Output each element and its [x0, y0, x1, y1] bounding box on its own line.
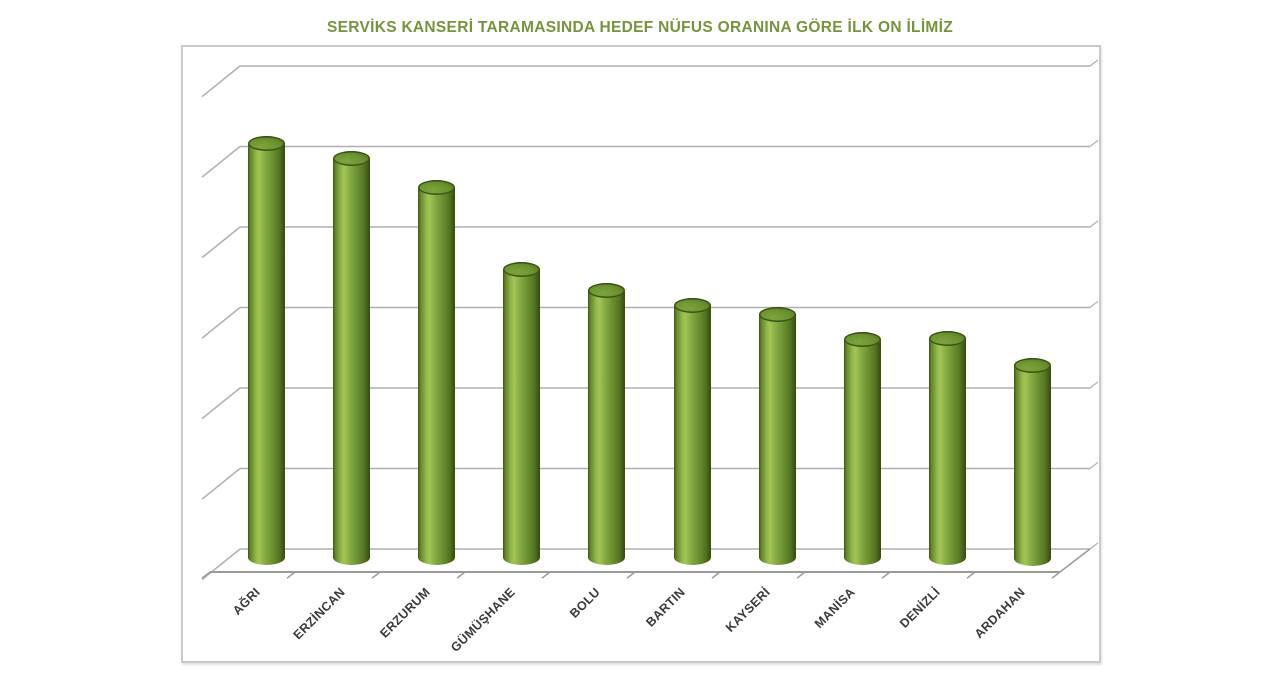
cylinder-body [332, 158, 370, 566]
chart-frame: AĞRI ERZİNCAN ERZURUM GÜMÜŞHANE BOLU BARTIN KA… [181, 45, 1101, 663]
cylinder-body [673, 305, 711, 566]
cylinder-body [417, 187, 455, 566]
cylinder-top [247, 135, 285, 151]
cylinder-top [503, 262, 541, 278]
bar-erzurum [417, 179, 455, 566]
cylinder-body [843, 339, 881, 566]
cylinder-body [503, 269, 541, 566]
bar-mani̇sa [843, 331, 881, 566]
cylinder-top [929, 330, 967, 346]
cylinder-body [1014, 365, 1052, 566]
x-axis-label-ağri: AĞRI [229, 585, 263, 618]
bar-bartin [673, 297, 711, 566]
cylinder-top [588, 283, 626, 299]
cylinder-top [758, 306, 796, 322]
bar-bolu [588, 283, 626, 566]
x-axis-label-ardahan: ARDAHAN [971, 585, 1028, 642]
bar-gümüşhane [503, 262, 541, 566]
x-axis-label-kayseri̇: KAYSERİ [722, 585, 773, 635]
cylinder-body [247, 143, 285, 566]
cylinder-body [588, 290, 626, 566]
cylinder-top [417, 179, 455, 195]
cylinder-body [929, 338, 967, 566]
cylinder-top [843, 331, 881, 347]
cylinder-top [332, 150, 370, 166]
x-axis-labels-layer: AĞRI ERZİNCAN ERZURUM GÜMÜŞHANE BOLU BARTIN KA… [183, 47, 1099, 661]
bar-deni̇zli̇ [929, 330, 967, 566]
bar-kayseri̇ [758, 306, 796, 566]
cylinder-top [1014, 357, 1052, 373]
cylinder-top [673, 297, 711, 313]
x-axis-label-bartin: BARTIN [642, 585, 688, 630]
bars-layer [183, 47, 1099, 661]
bar-erzi̇ncan [332, 150, 370, 566]
x-axis-label-mani̇sa: MANİSA [811, 585, 858, 632]
x-axis-label-erzi̇ncan: ERZİNCAN [290, 585, 348, 643]
x-axis-label-bolu: BOLU [566, 585, 603, 621]
bar-ağri [247, 135, 285, 566]
cylinder-body [758, 314, 796, 566]
x-axis-label-gümüşhane: GÜMÜŞHANE [447, 585, 518, 655]
chart-title: SERVİKS KANSERİ TARAMASINDA HEDEF NÜFUS … [326, 19, 954, 36]
x-axis-label-deni̇zli̇: DENİZLİ [896, 585, 943, 631]
x-axis-label-erzurum: ERZURUM [376, 585, 433, 641]
bar-ardahan [1014, 357, 1052, 566]
